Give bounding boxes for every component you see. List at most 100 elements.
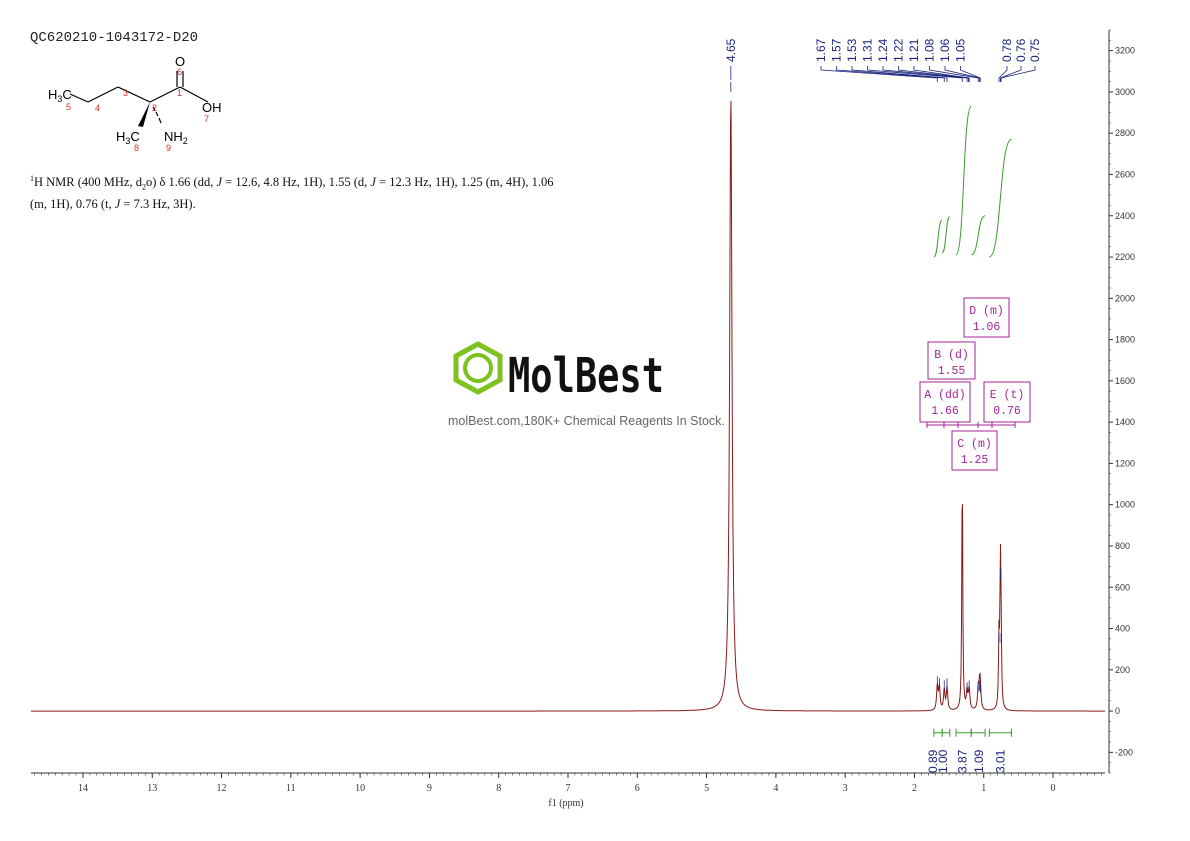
peak-label-group2: 0.76	[1014, 38, 1028, 62]
y-tick-label: 600	[1115, 582, 1130, 592]
y-tick-label: -200	[1115, 747, 1133, 757]
atom-number-9: 9	[166, 143, 171, 153]
integral-curve	[955, 105, 972, 256]
nmr-text-part: H NMR (400 MHz, d	[34, 175, 142, 190]
integral-curve	[941, 216, 951, 254]
coupling-j: J	[216, 175, 223, 190]
peak-label-leader	[820, 66, 938, 82]
x-tick-label: 13	[147, 783, 157, 794]
x-tick-label: 14	[78, 783, 88, 794]
y-tick-label: 200	[1115, 665, 1130, 675]
x-tick-label: 4	[773, 783, 778, 794]
nmr-text-part: = 12.3 Hz, 1H), 1.25 (m, 4H), 1.06	[375, 175, 554, 190]
y-tick-label: 0	[1115, 706, 1120, 716]
x-axis-label: f1 (ppm)	[548, 798, 583, 809]
spectrum-trace	[31, 100, 1105, 712]
integral-value: 1.00	[936, 749, 950, 773]
nmr-text-part: = 7.3 Hz, 3H).	[120, 196, 196, 211]
x-tick-label: 9	[427, 783, 432, 794]
y-tick-label: 2200	[1115, 252, 1135, 262]
integral-value: 3.87	[956, 749, 970, 773]
carbonyl-o-label: O	[175, 54, 185, 69]
nmr-description: 1H NMR (400 MHz, d2o) δ 1.66 (dd, J = 12…	[30, 171, 630, 212]
peak-label-group1: 1.67	[814, 38, 828, 62]
atom-number-7: 7	[204, 114, 209, 124]
ch3-label: H3C	[48, 87, 72, 104]
y-tick-label: 2000	[1115, 293, 1135, 303]
peak-label-group1: 1.53	[845, 38, 859, 62]
integral-value: 0.89	[926, 749, 940, 773]
y-tick-label: 1400	[1115, 417, 1135, 427]
peak-label-4-65: 4.65	[724, 38, 738, 62]
integral-curve	[933, 219, 943, 258]
x-tick-label: 2	[912, 783, 917, 794]
atom-number-1: 1	[177, 88, 182, 98]
methyl-label: H3C	[116, 129, 140, 146]
peak-label-group1: 1.24	[876, 38, 890, 62]
x-tick-label: 11	[286, 783, 296, 794]
multiplet-box	[951, 430, 998, 471]
coupling-j: J	[370, 175, 376, 190]
peak-label-group1: 1.05	[954, 38, 968, 62]
multiplet-name: C (m)	[957, 438, 992, 451]
multiplet-value: 1.25	[961, 454, 989, 467]
multiplet-box	[963, 297, 1010, 338]
multiplet-boxes: A (dd) 1.66 B (d) 1.55 C (m) 1.25 D (m) 1.06 E (…	[919, 297, 1031, 471]
x-tick-label: 1	[981, 783, 986, 794]
y-tick-label: 1000	[1115, 500, 1135, 510]
peak-labels: 4.65 1.67 1.57 1.53 1.31 1.24 1.22 1.21 1.08 1.06…	[724, 38, 1042, 82]
molecule-structure: H3C O OH H3C NH2 5 4 3 2 1 6 7 8 9	[48, 54, 222, 153]
x-tick-label: 0	[1051, 783, 1056, 794]
peak-label-leader	[944, 66, 980, 82]
integrals: 0.891.00 3.87 1.09 3.01	[926, 105, 1012, 773]
y-tick-label: 800	[1115, 541, 1130, 551]
x-tick-label: 8	[496, 783, 501, 794]
molbest-logo: MolBest	[453, 341, 664, 402]
peak-label-leader	[898, 66, 969, 82]
integral-value: 3.01	[993, 749, 1007, 773]
logo-tagline: molBest.com,180K+ Chemical Reagents In S…	[448, 414, 725, 428]
y-tick-label: 1200	[1115, 458, 1135, 468]
x-tick-label: 10	[355, 783, 365, 794]
sample-id: QC620210-1043172-D20	[30, 30, 199, 46]
integral-curve	[971, 215, 986, 256]
peak-label-leader	[929, 66, 979, 82]
x-tick-label: 7	[566, 783, 571, 794]
logo-text: MolBest	[508, 348, 664, 402]
y-tick-label: 1800	[1115, 335, 1135, 345]
peak-label-leader	[913, 66, 970, 82]
peak-label-group2: 0.78	[1000, 38, 1014, 62]
multiplet-box	[919, 381, 971, 423]
y-tick-label: 2400	[1115, 211, 1135, 221]
peak-label-leader	[836, 66, 945, 82]
spectrum	[31, 81, 1105, 712]
axes: 14 13 12 11 10 9 8 7 6 5 4 3 2 1 0-2000200400600800100…	[31, 29, 1135, 794]
x-tick-label: 6	[635, 783, 640, 794]
multiplet-value: 1.66	[931, 405, 959, 418]
peak-label-leader	[999, 66, 1022, 82]
oh-label: OH	[202, 100, 222, 115]
peak-label-leader	[851, 66, 948, 82]
peak-label-leader	[867, 66, 963, 82]
integral-curve	[988, 138, 1012, 258]
y-tick-label: 3200	[1115, 46, 1135, 56]
atom-number-8: 8	[134, 143, 139, 153]
multiplet-box	[927, 341, 976, 380]
nmr-text-part: (m, 1H), 0.76 (t,	[30, 196, 115, 211]
nmr-superscript: 1	[30, 174, 34, 183]
multiplet-name: B (d)	[934, 349, 969, 362]
peak-label-group1: 1.57	[830, 38, 844, 62]
y-tick-label: 3000	[1115, 87, 1135, 97]
x-tick-label: 5	[704, 783, 709, 794]
multiplet-value: 1.06	[973, 321, 1001, 334]
atom-number-2: 2	[152, 103, 157, 113]
peak-label-leader	[882, 66, 968, 82]
y-tick-label: 1600	[1115, 376, 1135, 386]
y-tick-label: 2800	[1115, 128, 1135, 138]
atom-number-4: 4	[95, 103, 100, 113]
peak-label-leader	[1000, 66, 1036, 82]
nmr-text-part: = 12.6, 4.8 Hz, 1H), 1.55 (d,	[222, 175, 371, 190]
y-tick-label: 2600	[1115, 169, 1135, 179]
peak-label-group1: 1.22	[892, 38, 906, 62]
